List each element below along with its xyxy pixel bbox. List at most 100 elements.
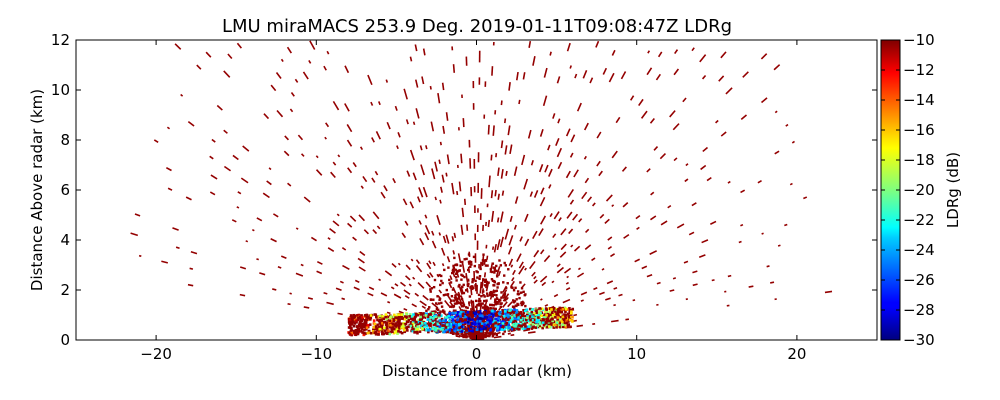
echo-mark (508, 82, 511, 91)
echo-mark (496, 286, 499, 289)
echo-mark (570, 134, 576, 143)
ldr-band-mark (366, 331, 370, 335)
echo-mark (667, 204, 672, 209)
echo-mark (503, 330, 506, 333)
echo-mark (580, 299, 584, 302)
echo-mark (495, 294, 498, 297)
echo-mark (485, 305, 489, 309)
echo-mark (527, 129, 532, 139)
echo-mark (486, 255, 489, 260)
echo-mark (453, 302, 457, 305)
ldr-band-mark (571, 307, 575, 311)
ldr-band-mark (396, 321, 399, 324)
echo-mark (539, 275, 548, 283)
echo-mark (346, 124, 353, 133)
ldr-band-mark (483, 315, 487, 319)
ldr-band-mark (392, 331, 396, 335)
echo-mark (441, 82, 445, 91)
echo-mark (692, 283, 698, 287)
echo-mark (641, 265, 648, 270)
ldr-band-mark (451, 311, 455, 315)
ldr-band-mark (510, 317, 513, 321)
echo-mark (324, 136, 327, 140)
echo-mark (649, 117, 655, 124)
echo-mark (325, 122, 330, 128)
echo-mark (465, 332, 469, 335)
ldr-band-mark (446, 326, 450, 330)
ldr-band-mark (431, 319, 435, 322)
echo-mark (262, 192, 270, 199)
ldr-band-mark (397, 313, 401, 317)
echo-mark (428, 272, 434, 278)
echo-mark (482, 294, 485, 297)
ldr-band-mark (444, 316, 447, 319)
ldr-band-mark (389, 330, 392, 334)
colorbar-tick-label: −24 (903, 241, 935, 259)
echo-mark (347, 222, 353, 228)
echo-mark (455, 300, 459, 304)
echo-mark (653, 146, 659, 151)
ldr-band-mark (421, 327, 424, 330)
echo-mark (259, 272, 266, 276)
ldr-band-mark (439, 327, 443, 331)
echo-mark (421, 314, 424, 318)
ldr-band-mark (501, 312, 505, 315)
ldr-band-mark (513, 319, 517, 323)
y-axis-label: Distance Above radar (km) (28, 89, 46, 291)
echo-mark (438, 232, 442, 236)
ldr-band-mark (505, 310, 509, 314)
echo-mark (725, 87, 733, 95)
ldr-band-mark (376, 318, 379, 322)
echo-mark (507, 246, 513, 255)
ldr-band-mark (405, 326, 409, 329)
ldr-band-mark (411, 329, 415, 333)
echo-mark (499, 302, 502, 305)
ldr-band-mark (468, 315, 471, 319)
ldr-band-mark (349, 329, 353, 333)
echo-mark (570, 244, 574, 248)
echo-mark (445, 112, 449, 121)
ldr-band-mark (564, 310, 567, 313)
echo-mark (493, 243, 498, 253)
ldr-band-mark (526, 316, 529, 320)
echo-mark (727, 274, 732, 278)
echo-mark (425, 145, 428, 150)
ldr-band-mark (427, 313, 431, 316)
echo-mark (494, 307, 497, 311)
echo-mark (392, 177, 396, 184)
echo-mark (485, 292, 489, 295)
echo-mark (540, 215, 547, 225)
ldr-band-mark (411, 322, 415, 326)
ldr-band-mark (455, 326, 458, 330)
ldr-band-mark (549, 322, 553, 326)
echo-mark (175, 246, 180, 250)
echo-mark (512, 289, 516, 292)
echo-mark (442, 125, 446, 134)
ldr-band-mark (363, 328, 366, 332)
echo-mark (620, 71, 627, 80)
echo-mark (270, 84, 277, 92)
echo-mark (596, 131, 602, 139)
ldr-band-mark (517, 316, 520, 320)
echo-mark (451, 288, 455, 291)
ldr-band-mark (356, 332, 360, 336)
y-tick-label: 10 (51, 81, 70, 99)
ldr-band-mark (372, 328, 375, 332)
echo-mark (223, 129, 228, 134)
ldr-band-mark (464, 310, 468, 314)
ldr-band-mark (416, 313, 420, 317)
echo-mark (613, 304, 616, 307)
echo-mark (522, 301, 525, 305)
ldr-band-mark (539, 322, 542, 326)
echo-mark (477, 293, 481, 297)
echo-mark (441, 281, 444, 285)
echo-mark (698, 254, 706, 258)
ldr-band-mark (498, 310, 502, 314)
echo-mark (492, 304, 495, 307)
ldr-band-mark (459, 322, 462, 326)
ldr-band-mark (388, 316, 392, 320)
ldr-band-mark (518, 327, 521, 331)
ldr-band-mark (407, 318, 411, 322)
ldr-band-mark (365, 327, 368, 331)
ldr-band-mark (430, 329, 434, 333)
